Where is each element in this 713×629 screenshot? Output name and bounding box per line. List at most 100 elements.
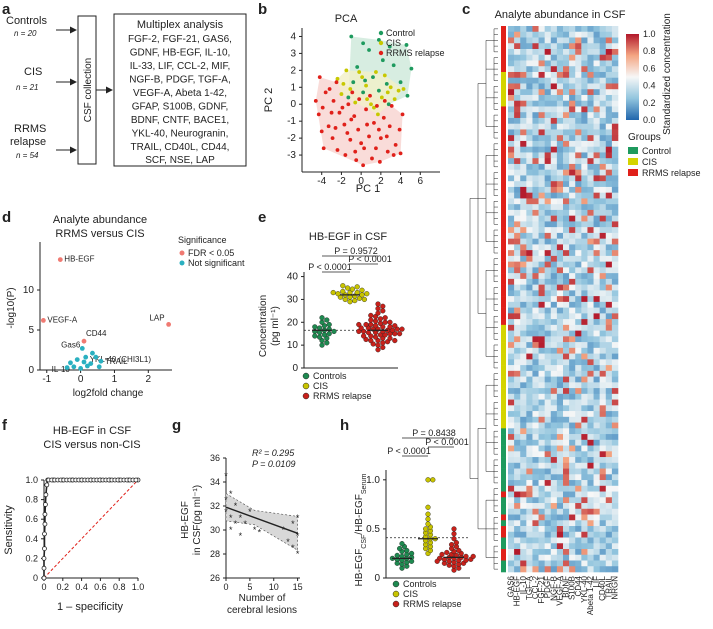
heatmap-cell (550, 422, 558, 429)
heatmap-cell (581, 250, 588, 257)
heatmap-cell (575, 152, 582, 159)
pca-point (351, 80, 356, 85)
heatmap-cell (556, 163, 564, 170)
heatmap-cell (556, 520, 564, 527)
heatmap-cell (538, 152, 545, 159)
heatmap-column-label: TGF-A (525, 575, 534, 600)
heatmap-group-bar (501, 261, 506, 268)
heatmap-cell (581, 43, 588, 50)
heatmap-cell (526, 71, 533, 79)
heatmap-cell (538, 238, 545, 245)
heatmap-cell (575, 468, 582, 475)
volcano-point (166, 322, 172, 327)
heatmap-cell (581, 347, 588, 354)
heatmap-cell (520, 198, 527, 205)
heatmap-cell (611, 434, 619, 441)
heatmap-cell (587, 342, 594, 349)
heatmap-cell (544, 365, 552, 372)
heatmap-cell (563, 342, 570, 349)
heatmap-cell (605, 451, 613, 458)
heatmap-cell (599, 112, 607, 119)
heatmap-cell (514, 313, 521, 320)
heatmap-group-bar (501, 198, 506, 205)
heatmap-cell (611, 514, 619, 521)
heatmap-cell (575, 261, 582, 268)
h-point (394, 552, 400, 559)
heatmap-cell (581, 94, 588, 102)
heatmap-cell (587, 382, 594, 389)
heatmap-cell (599, 284, 607, 291)
heatmap-cell (514, 278, 521, 285)
heatmap-cell (587, 123, 594, 130)
heatmap-cell (605, 319, 613, 326)
heatmap-cell (593, 31, 600, 38)
heatmap-cell (575, 227, 582, 234)
volcano-ytick-label: 0 (28, 365, 34, 376)
heatmap-cell (563, 365, 570, 372)
heatmap-cell (514, 365, 521, 372)
heatmap-cell (575, 485, 582, 492)
pca-point (397, 127, 402, 132)
heatmap-cell (508, 497, 515, 504)
legend-rrms: RRMS relapse (386, 48, 445, 58)
heatmap-cell (532, 359, 539, 366)
heatmap-cell (550, 31, 558, 38)
volcano-xtick-label: 2 (146, 374, 152, 385)
heatmap-cell (520, 347, 527, 354)
heatmap-cell (605, 526, 613, 533)
heatmap-cell (569, 106, 576, 113)
heatmap-cell (611, 273, 619, 280)
heatmap-cell (538, 296, 545, 303)
colorbar-label: Standardized concentration (662, 13, 673, 135)
heatmap-cell (599, 508, 607, 515)
heatmap-cell (593, 560, 600, 567)
heatmap-group-bar (501, 267, 506, 274)
heatmap-cell (532, 175, 539, 182)
heatmap-cell (538, 365, 545, 372)
heatmap-cell (508, 77, 515, 84)
heatmap-cell (569, 135, 576, 142)
heatmap-cell (550, 485, 558, 492)
heatmap-cell (587, 399, 594, 406)
heatmap-cell (544, 307, 552, 314)
heatmap-cell (563, 66, 570, 73)
heatmap-cell (550, 376, 558, 383)
heatmap-cell (581, 284, 588, 291)
heatmap-cell (550, 123, 558, 130)
heatmap-cell (599, 89, 607, 96)
volcano-xtick-label: -1 (42, 374, 51, 385)
heatmap-cell (508, 26, 515, 33)
heatmap-cell (526, 405, 533, 412)
heatmap-cell (587, 468, 594, 475)
heatmap-cell (538, 267, 545, 274)
e-point (368, 312, 374, 319)
heatmap-cell (563, 204, 570, 211)
e-point (375, 301, 381, 307)
g-point: * (239, 531, 243, 541)
heatmap-cell (550, 232, 558, 239)
panel-label-e: e (258, 209, 266, 226)
heatmap-cell (575, 94, 582, 102)
h-point (451, 531, 457, 537)
heatmap-cell (587, 566, 594, 573)
h-legend-cis: CIS (403, 589, 418, 599)
heatmap-cell (563, 158, 570, 165)
heatmap-cell (581, 37, 588, 44)
heatmap-cell (599, 497, 607, 504)
heatmap-cell (508, 169, 515, 176)
heatmap-cell (605, 376, 613, 383)
heatmap-cell (599, 163, 607, 170)
heatmap-cell (563, 250, 570, 257)
heatmap-cell (563, 485, 570, 492)
heatmap-cell (526, 140, 533, 147)
heatmap-cell (526, 77, 533, 84)
e-point (375, 310, 381, 316)
heatmap-cell (569, 543, 576, 550)
heatmap-cell (569, 451, 576, 458)
heatmap-cell (575, 255, 582, 262)
heatmap-cell (532, 485, 539, 492)
g-point: * (234, 501, 238, 511)
heatmap-cell (563, 411, 570, 418)
heatmap-cell (544, 204, 552, 211)
